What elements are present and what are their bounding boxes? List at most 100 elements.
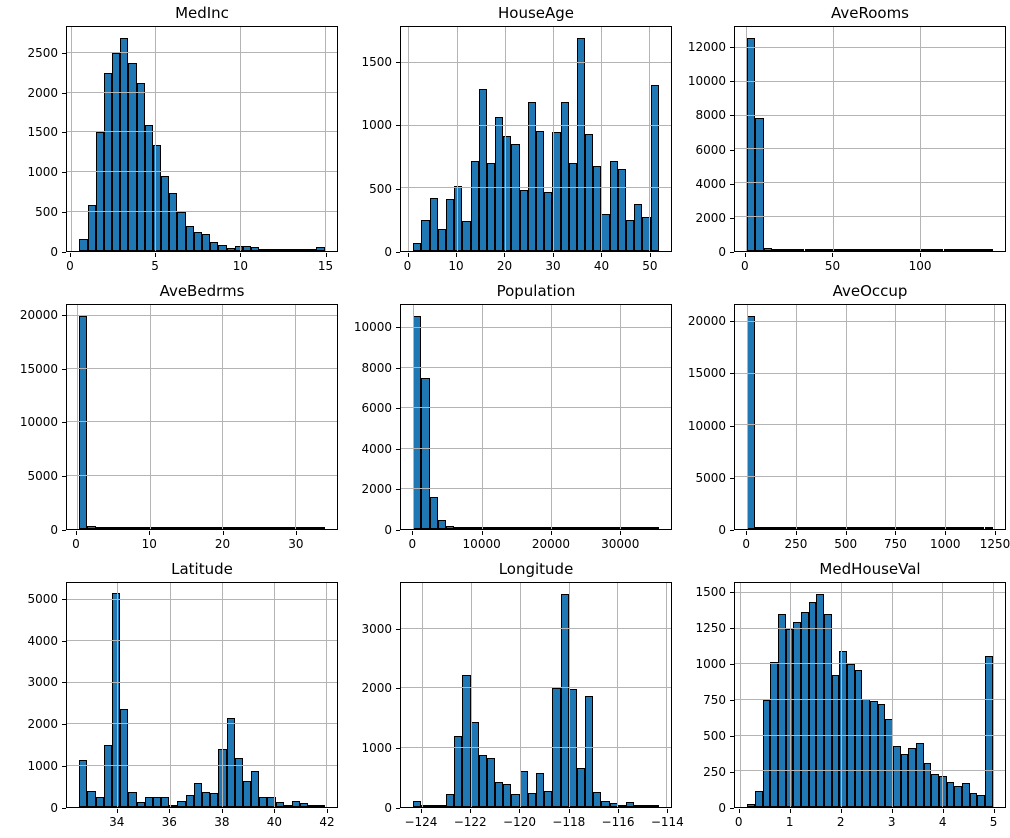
plot-area (400, 26, 672, 252)
y-tick-label: 15000 (19, 361, 58, 376)
x-tick-mark (326, 809, 328, 813)
histogram-grid-figure: MedInc 0 500 1000 1500 2000 2500 0 5 10 15 HouseAge… (8, 2, 1010, 836)
y-tick-mark (396, 408, 400, 410)
x-tick-label: 38 (214, 815, 230, 829)
histogram-bar (916, 742, 924, 807)
y-tick-label: 5000 (27, 469, 58, 484)
histogram-bar (552, 527, 561, 529)
x-tick-mark (744, 253, 746, 257)
chart-title: AveOccup (832, 282, 908, 300)
x-tick-mark (649, 253, 651, 257)
histogram-bar (625, 527, 635, 529)
histogram-bar (421, 219, 430, 251)
x-tick-label: 10 (141, 537, 157, 551)
histogram-bar (837, 527, 846, 529)
histogram-bar (292, 800, 301, 807)
histogram-bar (511, 144, 520, 251)
gridline (919, 27, 921, 251)
x-tick-label: 10 (448, 259, 464, 273)
histogram-bar (878, 527, 887, 529)
gridline (895, 305, 897, 529)
histogram-bar (226, 717, 235, 807)
histogram-bar (943, 249, 952, 251)
histogram-bar (853, 249, 862, 251)
histogram-bar (535, 527, 545, 529)
x-tick-mark (470, 809, 472, 813)
histogram-bar (413, 801, 422, 807)
histogram-bar (111, 527, 121, 529)
histogram-bar (869, 527, 879, 529)
histogram-bar (900, 754, 909, 807)
histogram-bar (954, 785, 963, 807)
histogram-bar (275, 802, 284, 807)
x-tick-mark (221, 809, 223, 813)
y-tick-mark (62, 92, 66, 94)
y-tick-label: 1500 (27, 125, 58, 140)
y-tick-label: 3000 (27, 675, 58, 690)
x-tick-label: 100 (908, 259, 932, 273)
histogram-bar (226, 247, 235, 251)
histogram-bar (585, 695, 594, 807)
histogram-bar (242, 781, 252, 807)
histogram-bar (210, 792, 219, 807)
histogram-bar (470, 161, 479, 251)
histogram-bar (226, 527, 235, 529)
gridline (76, 305, 78, 529)
gridline (408, 27, 410, 251)
y-tick-label: 1500 (695, 585, 726, 600)
histogram-bar (642, 805, 651, 807)
histogram-bar (770, 662, 778, 807)
histogram-bar (275, 527, 284, 529)
histogram-bar (927, 249, 936, 251)
x-tick-mark (840, 809, 842, 813)
histogram-bar (585, 527, 594, 529)
histogram-bar (544, 192, 553, 251)
x-tick-label: 5 (151, 259, 159, 273)
y-tick-label: 1000 (27, 759, 58, 774)
histogram-bar (185, 527, 194, 529)
x-tick-label: 0 (72, 537, 80, 551)
gridline (169, 583, 171, 807)
gridline (149, 305, 151, 529)
x-tick-label: 20 (214, 537, 231, 551)
histogram-bar (984, 527, 993, 529)
x-tick-mark (667, 809, 669, 813)
chart-title: Longitude (498, 560, 574, 578)
gridline (735, 372, 1005, 374)
histogram-bar (283, 527, 293, 529)
histogram-bar (413, 243, 422, 251)
x-tick-mark (738, 809, 740, 813)
x-tick-mark (407, 253, 409, 257)
histogram-bar (976, 527, 985, 529)
x-tick-mark (568, 809, 570, 813)
y-tick-label: 500 (35, 205, 58, 220)
histogram-bar (429, 198, 438, 251)
histogram-bar (634, 527, 643, 529)
histogram-bar (201, 234, 211, 251)
gridline (735, 114, 1005, 116)
histogram-bar (251, 527, 260, 529)
x-tick-label: −118 (552, 815, 586, 829)
gridline (735, 216, 1005, 218)
gridline (67, 764, 337, 766)
x-tick-mark (222, 531, 224, 535)
gridline (482, 305, 484, 529)
chart-title: MedHouseVal (819, 560, 921, 578)
chart-title: AveRooms (830, 4, 910, 22)
histogram-bar (95, 132, 104, 251)
y-tick-label: 10000 (687, 418, 726, 433)
histogram-bar (259, 527, 268, 529)
histogram-bar (931, 774, 940, 807)
x-tick-mark (69, 253, 71, 257)
y-tick-label: 1000 (361, 118, 392, 133)
y-tick-mark (730, 217, 734, 219)
histogram-bar (177, 211, 186, 251)
x-tick-label: 40 (593, 259, 610, 273)
y-tick-mark (396, 252, 400, 253)
histogram-bar (626, 801, 635, 807)
x-tick-label: −120 (503, 815, 536, 829)
histogram-bar (79, 239, 88, 251)
plot-area (400, 304, 672, 530)
histogram-bar (560, 527, 569, 529)
gridline (840, 583, 842, 807)
